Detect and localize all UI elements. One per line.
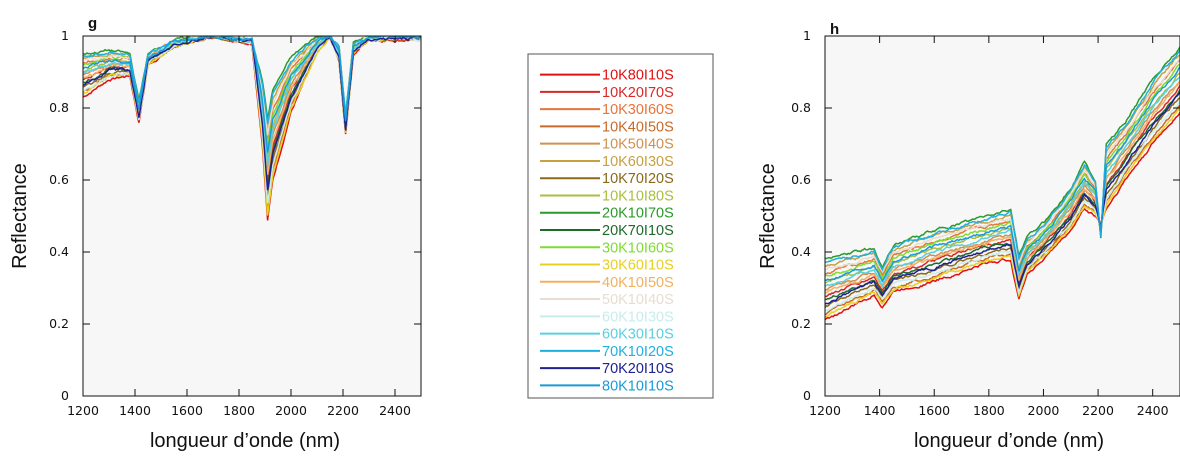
x-tick-label: 2000 bbox=[275, 403, 307, 418]
panel-h: 1200 1400 1600 1800 2000 2200 2400 0 0.2 0.4 0.6 0.… bbox=[757, 21, 1180, 452]
y-tick-label: 0 bbox=[61, 388, 69, 403]
legend-label: 20K10I70S bbox=[602, 206, 674, 222]
series-line-60k10i30s bbox=[825, 101, 1180, 312]
legend-label: 70K20I10S bbox=[602, 361, 674, 377]
y-tick-label: 1 bbox=[61, 28, 69, 43]
y-tick-label: 0 bbox=[803, 388, 811, 403]
x-tick-label: 2000 bbox=[1028, 403, 1060, 418]
legend-label: 10K70I20S bbox=[602, 171, 674, 187]
legend-label: 20K70I10S bbox=[602, 223, 674, 239]
series-line-10k80i10s bbox=[825, 112, 1180, 321]
series-line-70k10i20s bbox=[825, 49, 1180, 272]
x-axis-title: longueur d’onde (nm) bbox=[150, 430, 340, 452]
legend-label: 10K20I70S bbox=[602, 85, 674, 101]
series-line-20k10i70s bbox=[825, 46, 1180, 271]
series-line-30k60i10s bbox=[825, 107, 1180, 318]
legend-label: 10K50I40S bbox=[602, 137, 674, 153]
series-line-60k30i10s bbox=[825, 76, 1180, 288]
legend-label: 50K10I40S bbox=[602, 292, 674, 308]
panel-letter: g bbox=[88, 15, 97, 32]
x-tick-label: 2200 bbox=[1082, 403, 1114, 418]
plot-frame bbox=[82, 35, 422, 397]
legend-label: 10K40I50S bbox=[602, 119, 674, 135]
x-tick-label: 2400 bbox=[379, 403, 411, 418]
y-tick-label: 0.4 bbox=[49, 244, 69, 259]
x-tick-label: 1200 bbox=[67, 403, 99, 418]
panel-g: 1200 1400 1600 1800 2000 2200 2400 0 0.2 0.4 0.6 0.… bbox=[9, 15, 422, 452]
x-tick-label: 1800 bbox=[223, 403, 255, 418]
y-tick-label: 0.8 bbox=[791, 100, 811, 115]
legend-label: 10K60I30S bbox=[602, 154, 674, 170]
legend-label: 10K30I60S bbox=[602, 102, 674, 118]
x-tick-label: 1400 bbox=[864, 403, 896, 418]
legend-label: 80K10I10S bbox=[602, 378, 674, 394]
legend-box bbox=[527, 53, 714, 399]
x-tick-label: 2200 bbox=[327, 403, 359, 418]
x-tick-label: 1200 bbox=[809, 403, 841, 418]
series-line-30k10i60s bbox=[825, 63, 1180, 280]
plot-area bbox=[825, 36, 1180, 396]
series-line-10k20i70s bbox=[825, 84, 1180, 298]
series-group bbox=[825, 46, 1180, 321]
series-line-70k20i10s bbox=[825, 92, 1180, 305]
x-tick-label: 1400 bbox=[119, 403, 151, 418]
series-group bbox=[83, 36, 421, 221]
x-axis-title: longueur d’onde (nm) bbox=[914, 430, 1104, 452]
legend-label: 40K10I50S bbox=[602, 275, 674, 291]
y-tick-label: 1 bbox=[803, 28, 811, 43]
y-tick-label: 0.4 bbox=[791, 244, 811, 259]
legend-label: 30K10I60S bbox=[602, 240, 674, 256]
y-tick-label: 0.8 bbox=[49, 100, 69, 115]
series-line-80k10i10s bbox=[825, 66, 1180, 283]
legend-label: 70K10I20S bbox=[602, 344, 674, 360]
legend-label: 10K10I80S bbox=[602, 188, 674, 204]
legend-label: 60K10I30S bbox=[602, 309, 674, 325]
y-tick-label: 0.2 bbox=[791, 316, 811, 331]
series-line-10k50i40s bbox=[825, 80, 1180, 292]
series-line-10k30i60s bbox=[825, 59, 1180, 278]
series-line-20k70i10s bbox=[825, 89, 1180, 301]
legend-label: 60K30I10S bbox=[602, 327, 674, 343]
y-tick-label: 0.6 bbox=[49, 172, 69, 187]
x-tick-label: 1600 bbox=[918, 403, 950, 418]
y-axis-title: Reflectance bbox=[757, 163, 779, 269]
panel-letter: h bbox=[830, 21, 839, 38]
y-tick-label: 0.2 bbox=[49, 316, 69, 331]
x-tick-label: 1800 bbox=[973, 403, 1005, 418]
plot-frame bbox=[824, 35, 1180, 397]
x-tick-label: 2400 bbox=[1137, 403, 1169, 418]
series-line-80k10i10s bbox=[83, 36, 421, 153]
y-tick-label: 0.6 bbox=[791, 172, 811, 187]
legend-label: 30K60I10S bbox=[602, 258, 674, 274]
x-tick-label: 1600 bbox=[171, 403, 203, 418]
series-line-40k10i50s bbox=[825, 80, 1180, 294]
series-line-10k40i50s bbox=[825, 104, 1180, 316]
series-line-50k10i40s bbox=[825, 57, 1180, 273]
legend-label: 10K80I10S bbox=[602, 68, 674, 84]
y-axis-title: Reflectance bbox=[9, 163, 31, 269]
